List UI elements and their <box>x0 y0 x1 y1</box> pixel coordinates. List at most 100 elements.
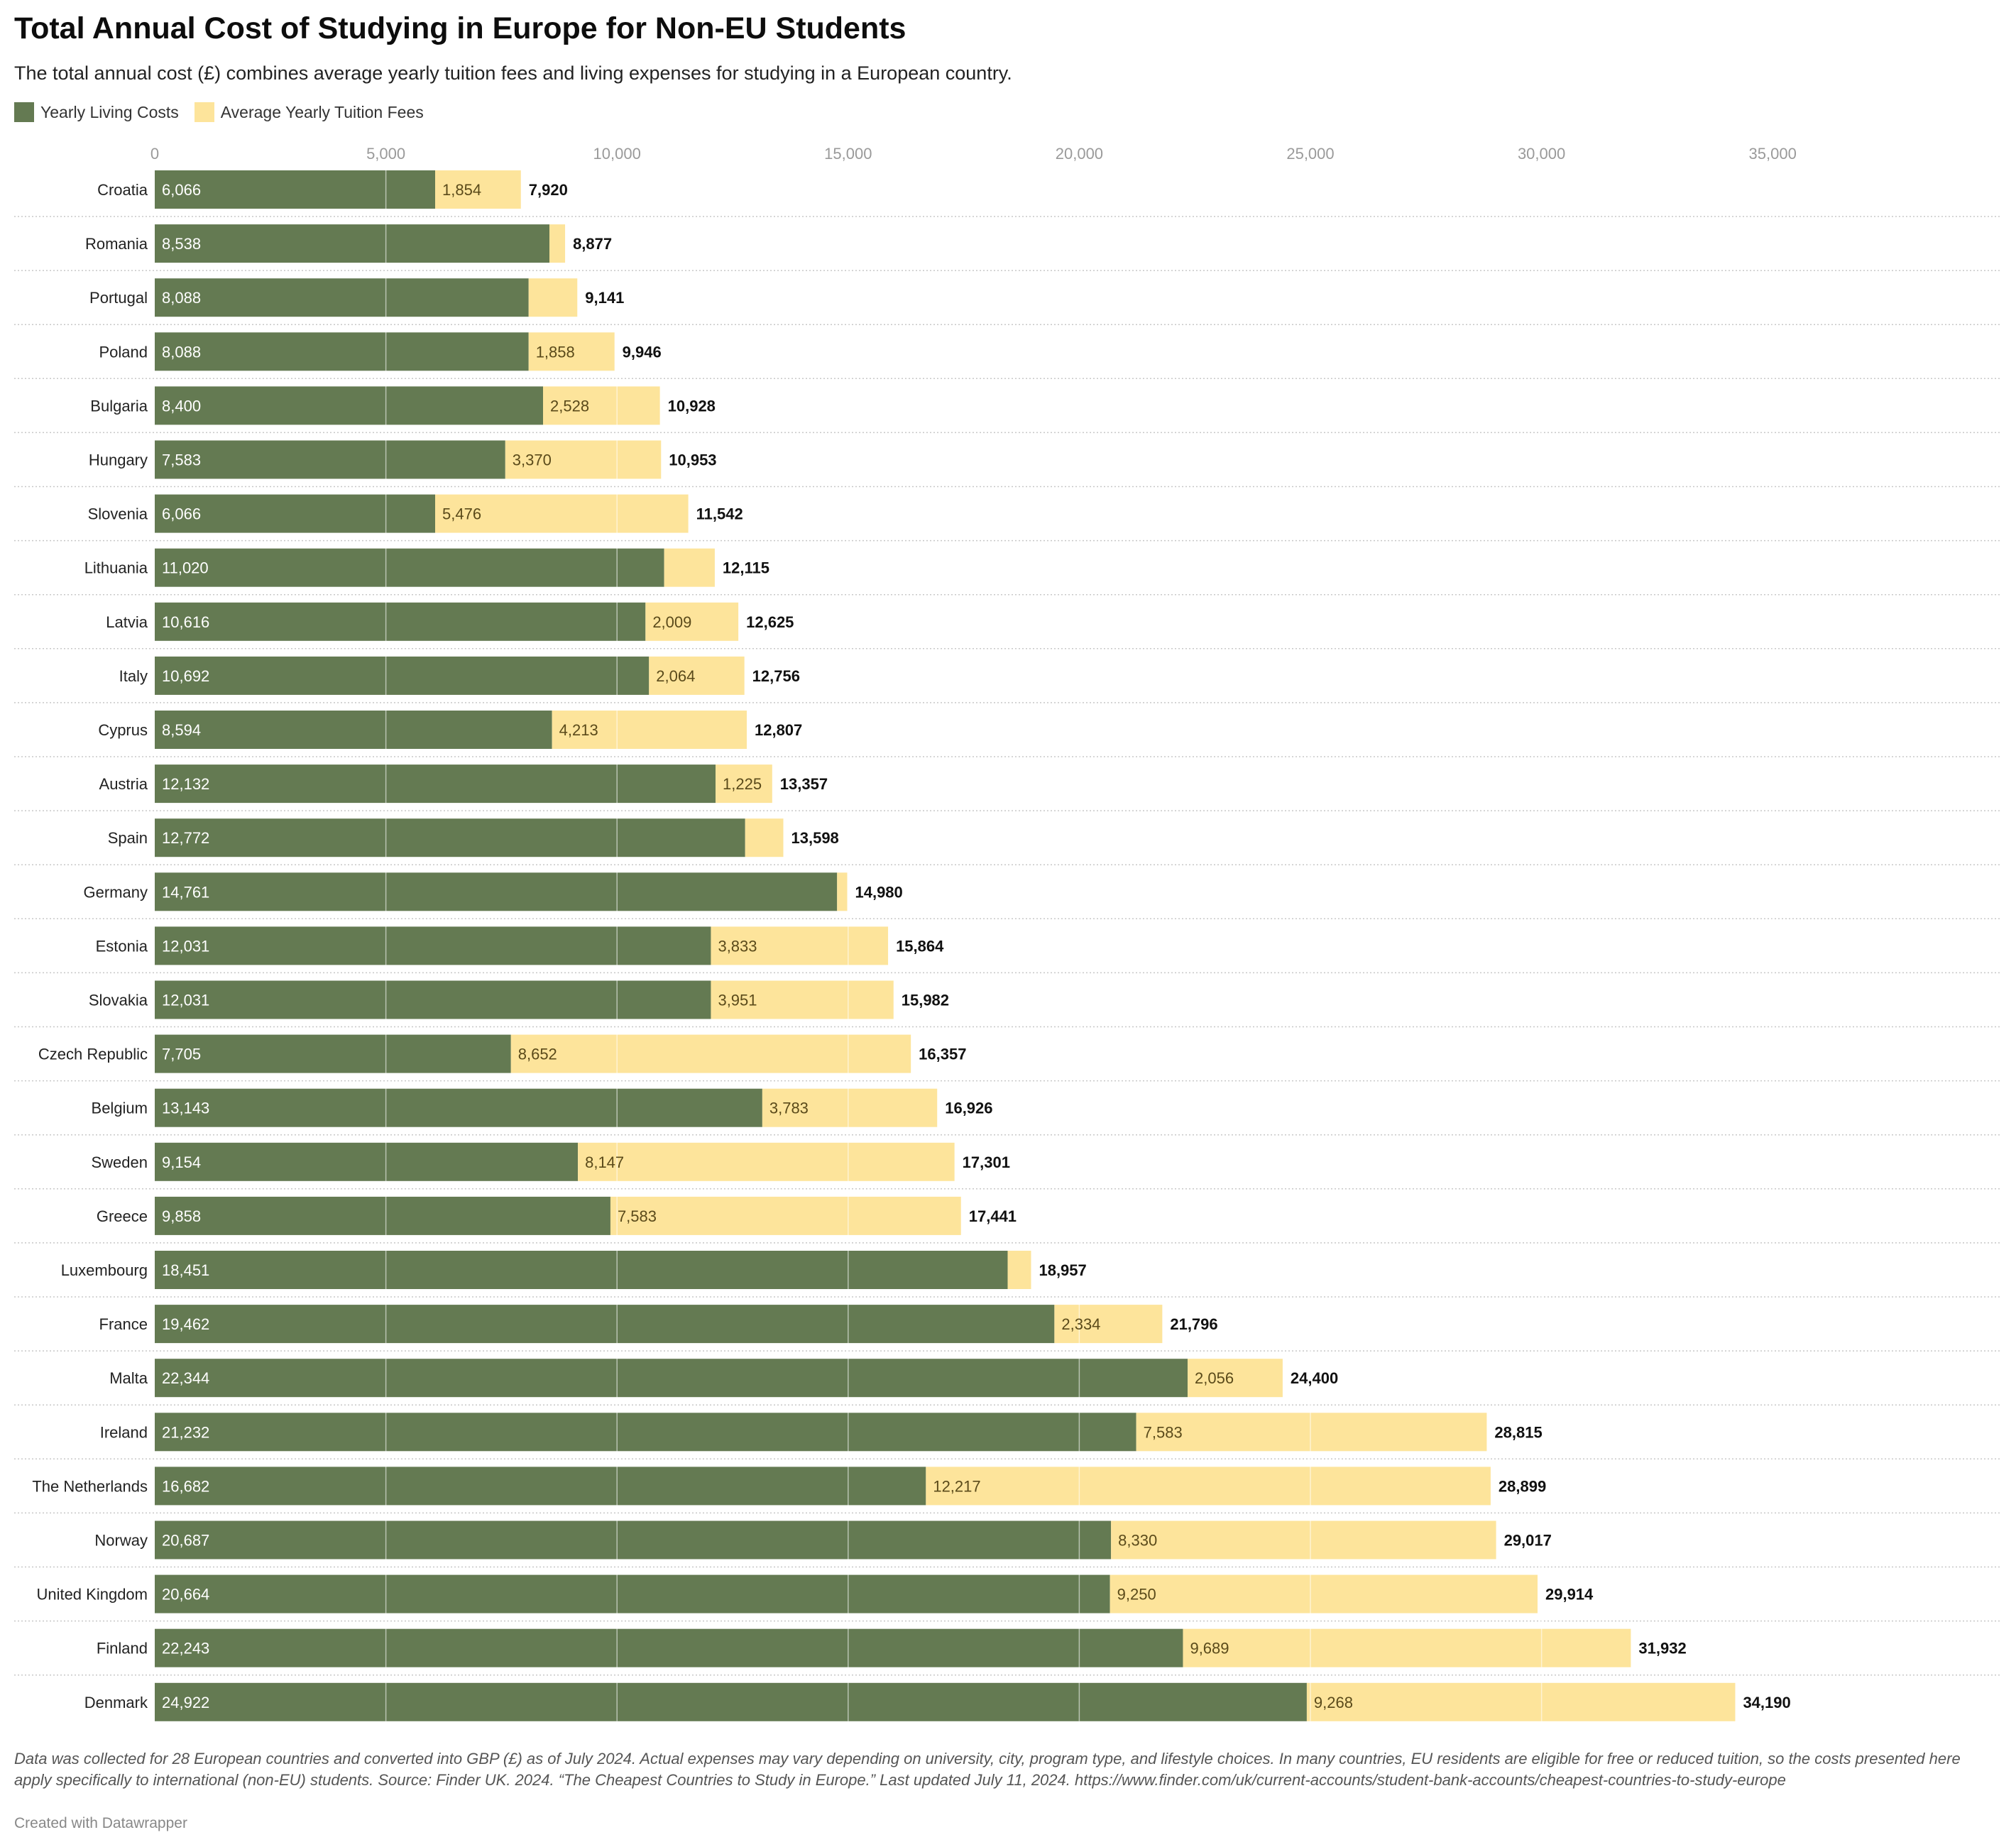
legend-swatch-living <box>14 102 34 122</box>
category-label: Latvia <box>106 613 148 631</box>
data-label-living: 8,088 <box>162 343 201 361</box>
bar-living <box>155 872 838 911</box>
data-label-total: 10,928 <box>668 397 716 415</box>
bar-living <box>155 1413 1136 1452</box>
category-label: Romania <box>85 235 148 253</box>
data-label-living: 14,761 <box>162 883 209 901</box>
bar-tuition <box>528 278 578 317</box>
category-label: Cyprus <box>98 721 148 739</box>
bar-tuition <box>1007 1251 1031 1289</box>
bar-tuition <box>837 872 848 911</box>
bar-tuition <box>716 764 772 804</box>
data-label-tuition: 12,217 <box>933 1477 980 1495</box>
data-label-total: 12,115 <box>723 559 769 577</box>
data-label-living: 12,772 <box>162 829 209 847</box>
category-label: Portugal <box>89 289 148 307</box>
data-label-total: 29,017 <box>1504 1532 1552 1550</box>
data-label-tuition: 8,652 <box>518 1046 557 1063</box>
data-label-tuition: 3,833 <box>718 937 757 955</box>
category-label: Austria <box>99 775 148 793</box>
x-tick-label: 10,000 <box>593 145 641 163</box>
data-label-total: 12,756 <box>752 667 800 685</box>
bar-tuition <box>578 1142 955 1181</box>
data-label-total: 14,980 <box>855 883 902 901</box>
bar-living <box>155 818 745 857</box>
data-label-total: 15,982 <box>902 992 949 1009</box>
data-label-living: 20,664 <box>162 1586 209 1604</box>
x-tick-label: 35,000 <box>1749 145 1797 163</box>
data-label-tuition: 1,858 <box>536 343 575 361</box>
legend-item-tuition: Average Yearly Tuition Fees <box>194 102 424 122</box>
bar-living <box>155 980 711 1019</box>
category-label: Slovenia <box>88 505 148 523</box>
data-label-living: 10,616 <box>162 613 209 631</box>
data-label-living: 7,583 <box>162 451 201 469</box>
bar-living <box>155 278 529 317</box>
data-label-total: 28,899 <box>1499 1477 1546 1495</box>
legend-swatch-tuition <box>194 102 214 122</box>
stacked-bar-chart: 0 5,000 10,000 15,000 20,000 25,000 30,000 35,0… <box>14 145 2002 1721</box>
data-label-total: 12,625 <box>746 613 794 631</box>
bar-tuition <box>528 332 615 371</box>
category-label: Slovakia <box>89 992 148 1009</box>
bar-living <box>155 764 716 804</box>
data-label-total: 11,542 <box>696 505 743 523</box>
bar-living <box>155 926 711 965</box>
category-label: Spain <box>108 829 148 847</box>
chart-title: Total Annual Cost of Studying in Europe … <box>14 11 906 45</box>
bar-tuition <box>435 170 521 209</box>
data-label-tuition: 2,064 <box>656 667 695 685</box>
bar-tuition <box>664 548 715 587</box>
legend-label-living: Yearly Living Costs <box>40 102 179 121</box>
bar-living <box>155 602 646 641</box>
legend-label-tuition: Average Yearly Tuition Fees <box>220 102 424 121</box>
legend-item-living: Yearly Living Costs <box>14 102 179 122</box>
legend: Yearly Living Costs Average Yearly Tuiti… <box>14 102 439 122</box>
data-label-living: 9,858 <box>162 1207 201 1225</box>
bar-living <box>155 494 436 533</box>
bar-living <box>155 1574 1110 1613</box>
bar-tuition <box>1306 1682 1736 1721</box>
data-label-living: 8,400 <box>162 397 201 415</box>
data-label-tuition: 9,250 <box>1117 1586 1156 1604</box>
data-label-tuition: 2,056 <box>1195 1369 1234 1387</box>
category-label: Estonia <box>96 937 148 955</box>
x-tick-label: 20,000 <box>1056 145 1103 163</box>
data-label-tuition: 3,783 <box>769 1100 809 1117</box>
category-label: Luxembourg <box>61 1261 148 1279</box>
data-label-living: 12,031 <box>162 937 209 955</box>
bar-tuition <box>552 711 747 749</box>
bar-living <box>155 170 436 209</box>
data-label-living: 8,088 <box>162 289 201 307</box>
bar-tuition <box>1054 1305 1163 1344</box>
data-label-tuition: 1,854 <box>442 181 481 199</box>
data-label-living: 20,687 <box>162 1532 209 1550</box>
data-label-tuition: 1,225 <box>723 775 762 793</box>
data-label-tuition: 8,147 <box>585 1153 624 1171</box>
bar-living <box>155 440 505 479</box>
data-label-total: 7,920 <box>529 181 568 199</box>
bar-tuition <box>1136 1413 1487 1452</box>
bar-tuition <box>1111 1520 1496 1560</box>
category-label: Italy <box>119 667 148 685</box>
credit: Created with Datawrapper <box>14 1815 187 1831</box>
data-label-living: 12,031 <box>162 992 209 1009</box>
data-label-living: 6,066 <box>162 181 201 199</box>
data-label-living: 12,132 <box>162 775 209 793</box>
data-label-living: 18,451 <box>162 1261 209 1279</box>
data-label-total: 16,357 <box>919 1046 966 1063</box>
bar-tuition <box>610 1196 961 1235</box>
x-tick-label: 25,000 <box>1286 145 1334 163</box>
category-label: Lithuania <box>84 559 148 577</box>
bar-living <box>155 1467 926 1506</box>
data-label-total: 24,400 <box>1291 1369 1338 1387</box>
bar-living <box>155 548 664 587</box>
category-label: Hungary <box>89 451 148 469</box>
bar-living <box>155 224 549 263</box>
data-label-tuition: 7,583 <box>1144 1423 1183 1441</box>
data-label-living: 11,020 <box>162 559 209 577</box>
bar-living <box>155 1251 1008 1289</box>
data-label-total: 29,914 <box>1545 1586 1594 1604</box>
data-label-living: 7,705 <box>162 1046 201 1063</box>
data-label-living: 6,066 <box>162 505 201 523</box>
